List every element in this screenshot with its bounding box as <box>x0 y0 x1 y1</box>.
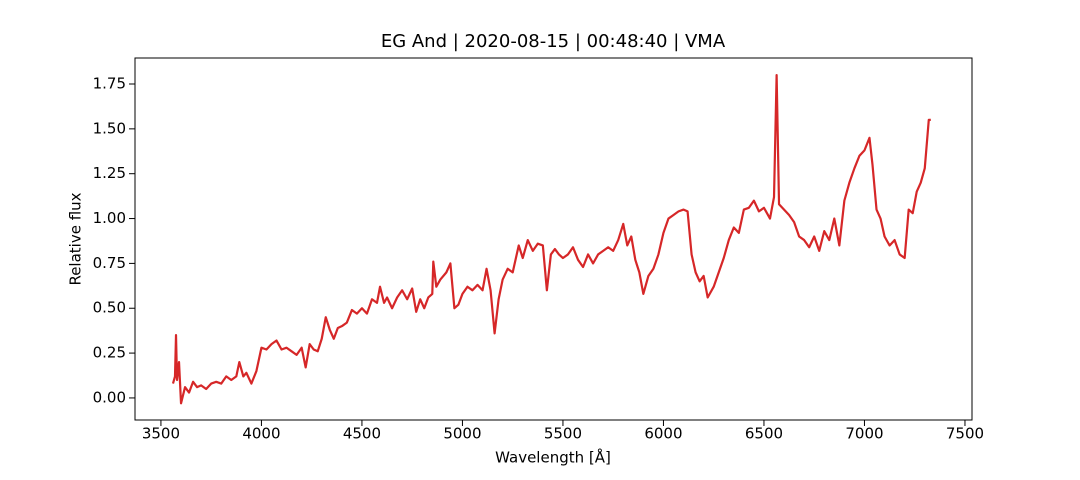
spectrum-line <box>171 73 931 405</box>
x-tick-label: 4000 <box>242 425 280 443</box>
y-tick-label: 1.00 <box>93 209 126 227</box>
x-tick-label: 4500 <box>343 425 381 443</box>
x-tick-label: 6500 <box>745 425 783 443</box>
x-tick-label: 6000 <box>644 425 682 443</box>
y-tick-label: 0.25 <box>93 344 126 362</box>
y-tick-label: 0.75 <box>93 254 126 272</box>
x-tick-label: 5500 <box>544 425 582 443</box>
chart-title: EG And | 2020-08-15 | 00:48:40 | VMA <box>381 31 726 52</box>
x-axis-label: Wavelength [Å] <box>495 448 611 467</box>
x-tick-label: 5000 <box>443 425 481 443</box>
plot-frame <box>134 57 973 421</box>
x-tick-label: 3500 <box>142 425 180 443</box>
y-tick-label: 1.25 <box>93 164 126 182</box>
y-tick-label: 0.50 <box>93 299 126 317</box>
y-tick-label: 0.00 <box>93 388 126 406</box>
x-tick-label: 7000 <box>845 425 883 443</box>
y-axis-label: Relative flux <box>67 192 85 285</box>
y-tick-label: 1.75 <box>93 75 126 93</box>
x-tick-label: 7500 <box>946 425 984 443</box>
y-tick-label: 1.50 <box>93 119 126 137</box>
